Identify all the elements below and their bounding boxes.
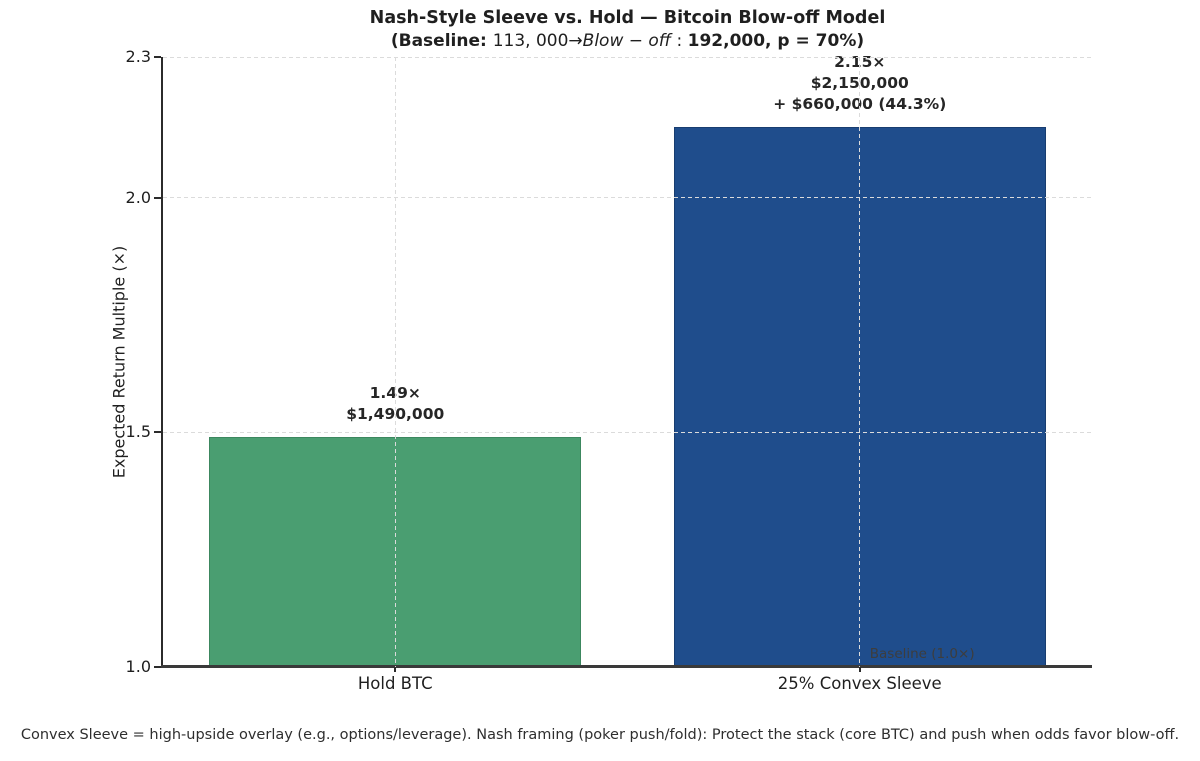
y-tick-label: 1.0	[125, 657, 151, 676]
chart-title: Nash-Style Sleeve vs. Hold — Bitcoin Blo…	[369, 8, 886, 28]
y-tick-label: 2.0	[125, 187, 151, 207]
chart-subtitle-part: :	[671, 31, 688, 51]
footnote: Convex Sleeve = high-upside overlay (e.g…	[20, 727, 1180, 743]
x-tick-label: Hold BTC	[357, 674, 433, 693]
y-gridline	[163, 197, 1092, 199]
x-gridline	[859, 57, 861, 667]
chart-subtitle-part: Blow − off	[582, 31, 672, 51]
chart-subtitle-part: 192,000, p = 70%)	[687, 31, 865, 51]
chart-subtitle: (Baseline: 113, 000→Blow − off : 192,000…	[163, 30, 1092, 53]
bottom-spine-baseline	[161, 665, 1092, 668]
x-tick-label: 25% Convex Sleeve	[777, 674, 942, 693]
left-spine	[161, 57, 163, 667]
title-block: Nash-Style Sleeve vs. Hold — Bitcoin Blo…	[163, 6, 1092, 53]
y-tick-mark	[154, 196, 161, 199]
x-tick-mark	[394, 667, 397, 672]
y-gridline	[163, 431, 1092, 433]
y-tick-mark	[154, 431, 161, 434]
y-tick-mark	[154, 56, 161, 58]
baseline-label: Baseline (1.0×)	[869, 646, 975, 662]
y-tick-label: 1.5	[125, 422, 151, 442]
chart-subtitle-part: 113, 000	[492, 31, 569, 51]
chart-subtitle-part: →	[568, 31, 583, 51]
y-tick-label: 2.3	[125, 47, 151, 66]
y-tick-mark	[154, 666, 161, 668]
chart-subtitle-part: (Baseline:	[390, 31, 493, 51]
x-gridline	[394, 57, 396, 667]
x-tick-mark	[858, 667, 861, 672]
plot-area: 1.49×$1,490,000 2.15×$2,150,000+ $660,00…	[126, 47, 1092, 693]
y-axis-label-wrap: Expected Return Multiple (×)	[104, 57, 134, 667]
y-gridline	[163, 56, 1092, 58]
y-axis-label: Expected Return Multiple (×)	[109, 245, 129, 479]
